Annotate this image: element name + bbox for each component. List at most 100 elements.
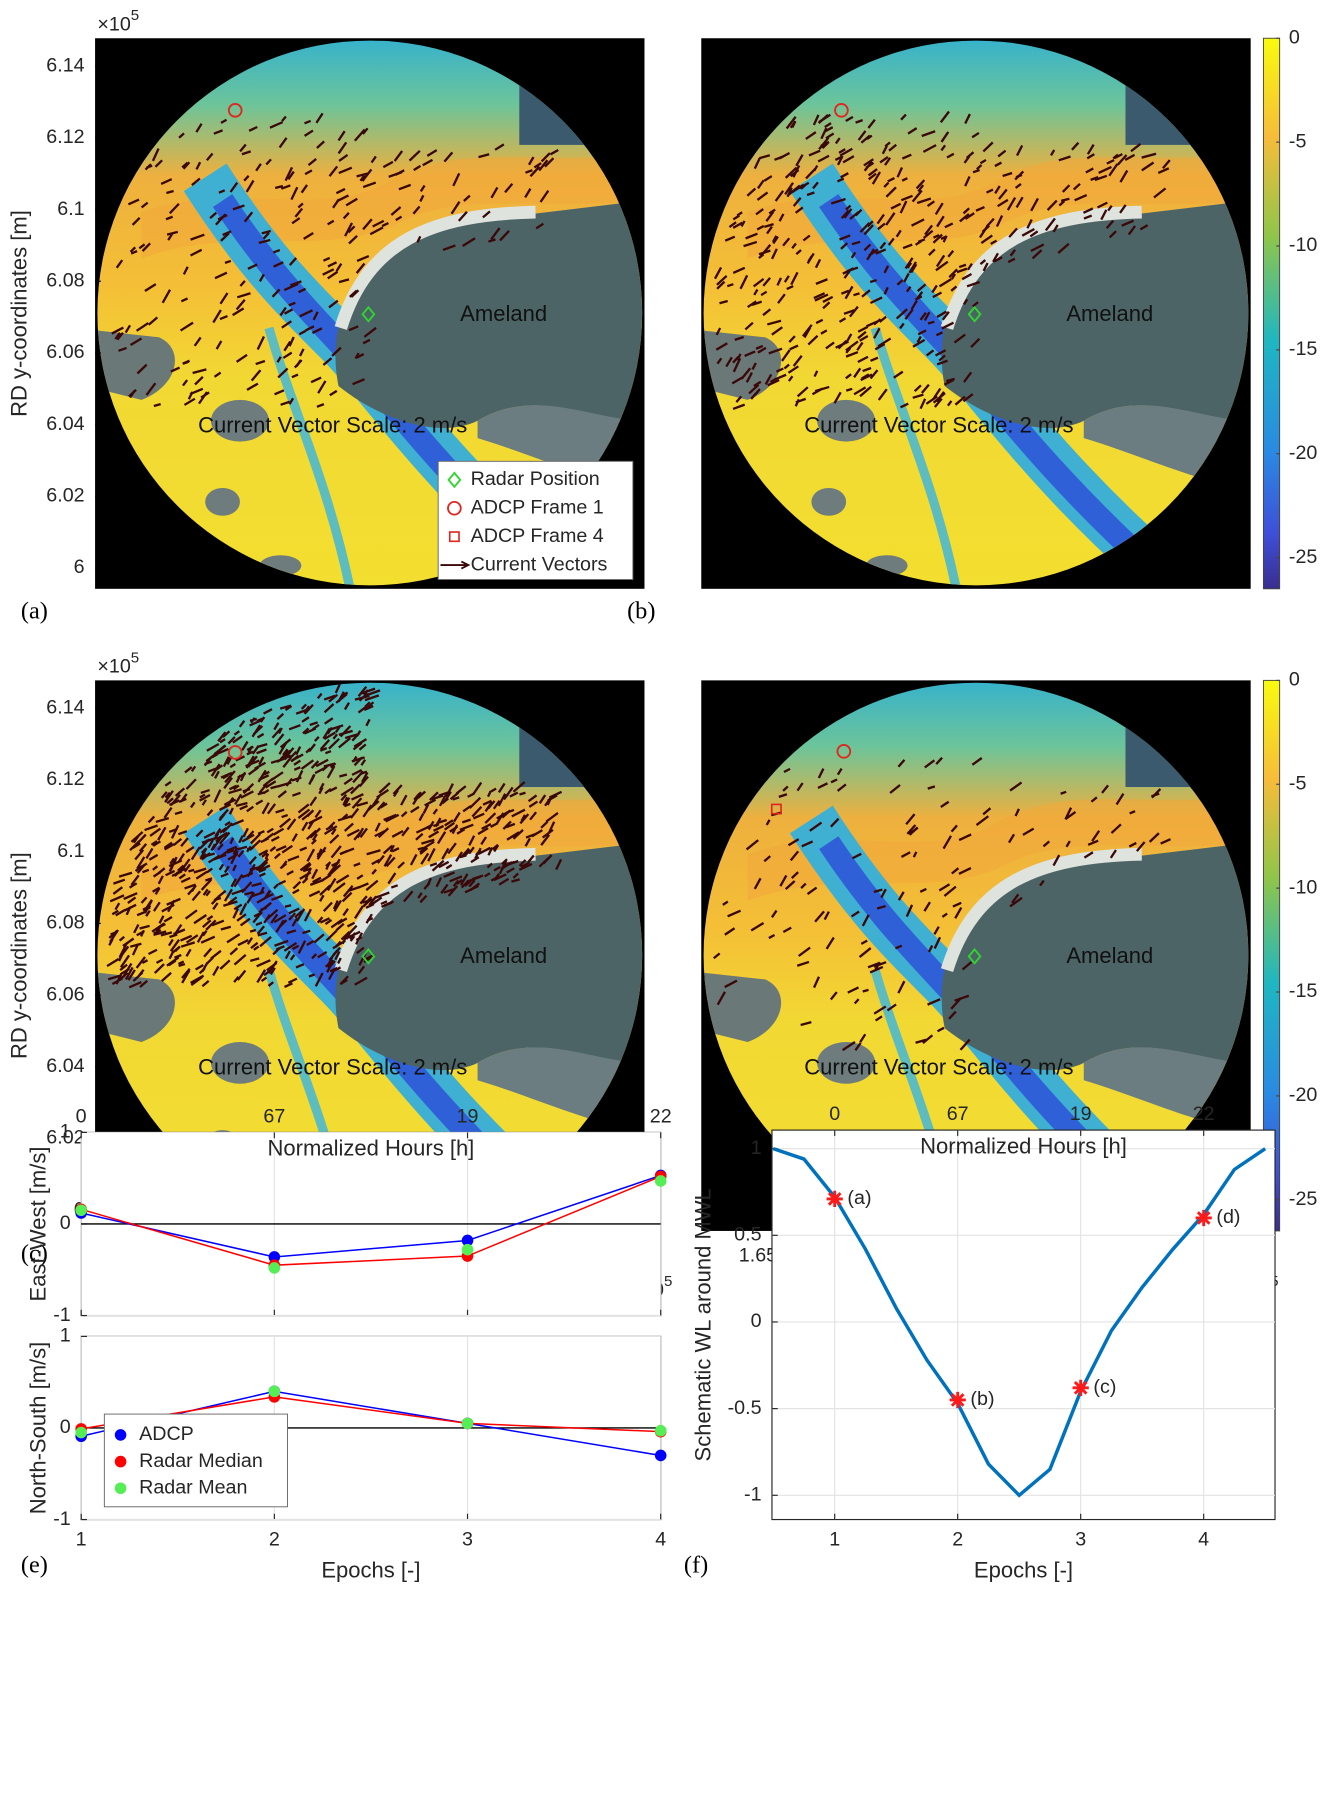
current-vector xyxy=(763,175,773,182)
current-vector xyxy=(120,971,129,980)
current-vector xyxy=(167,232,174,241)
current-vector xyxy=(490,874,501,882)
ameland-island xyxy=(335,842,643,1071)
current-vector xyxy=(180,297,189,303)
current-vector xyxy=(199,853,208,860)
current-vector xyxy=(976,164,983,171)
current-vector xyxy=(325,929,338,942)
current-vector xyxy=(455,851,464,862)
y-tick-label: 6.04 xyxy=(46,413,84,435)
current-vector xyxy=(980,234,993,244)
current-vector xyxy=(357,705,367,714)
colorbar xyxy=(1262,37,1281,590)
current-vector xyxy=(784,166,798,179)
current-vector xyxy=(758,249,771,256)
current-vector xyxy=(181,161,189,169)
current-vector xyxy=(284,950,291,960)
ameland-island xyxy=(941,200,1249,428)
current-vector xyxy=(342,908,349,917)
current-vector xyxy=(426,877,432,887)
current-vector xyxy=(868,248,879,257)
current-vector xyxy=(107,974,121,981)
current-vector xyxy=(753,388,761,397)
current-vector xyxy=(887,237,895,246)
current-vector xyxy=(982,141,994,153)
x-tick-label: 2 xyxy=(952,1529,963,1551)
current-vector xyxy=(311,868,319,880)
current-vector xyxy=(160,178,173,185)
current-vector xyxy=(265,158,272,166)
current-vector xyxy=(878,315,887,323)
current-vector xyxy=(961,961,973,971)
current-vector xyxy=(142,904,152,911)
current-vector xyxy=(923,311,931,322)
current-vector xyxy=(115,259,124,269)
current-vector xyxy=(954,395,966,406)
current-vector xyxy=(248,125,258,132)
current-vector xyxy=(788,335,796,343)
current-vector xyxy=(911,218,925,227)
current-vector xyxy=(857,325,869,333)
current-vector xyxy=(383,854,393,867)
current-vector xyxy=(136,910,147,917)
current-vector xyxy=(329,834,340,844)
current-vector xyxy=(365,903,375,909)
current-vector xyxy=(789,169,800,178)
current-vector xyxy=(917,329,927,336)
current-vector xyxy=(774,155,784,161)
current-vector xyxy=(419,194,425,202)
current-vector xyxy=(512,828,524,840)
current-vector xyxy=(233,730,241,736)
current-vector xyxy=(332,966,342,973)
current-vector xyxy=(328,299,339,309)
current-vector xyxy=(316,848,323,858)
current-vector xyxy=(906,824,917,835)
current-vector xyxy=(716,280,726,290)
current-vector xyxy=(297,202,304,209)
current-vector xyxy=(907,127,918,135)
current-vector xyxy=(833,391,842,404)
current-vector xyxy=(270,785,278,790)
current-vector xyxy=(545,811,559,823)
current-vector xyxy=(777,293,786,304)
current-vector xyxy=(946,400,953,407)
current-vector xyxy=(529,165,541,178)
current-vector xyxy=(174,953,182,959)
current-vector xyxy=(365,896,373,903)
current-vector xyxy=(119,963,128,972)
current-vector xyxy=(431,859,445,872)
current-vector xyxy=(339,849,349,856)
y-tick-label: 6.1 xyxy=(57,198,84,220)
current-vector xyxy=(291,776,302,782)
current-vector xyxy=(376,801,386,811)
current-vector xyxy=(234,793,243,806)
current-vector xyxy=(527,794,538,803)
y-tick-label: 6.06 xyxy=(46,341,84,363)
current-vector xyxy=(994,161,1003,168)
current-vector xyxy=(1071,141,1080,151)
current-vector xyxy=(512,872,519,879)
current-vector xyxy=(306,848,316,862)
current-vector xyxy=(309,879,324,886)
current-vector xyxy=(935,391,945,403)
current-vector xyxy=(851,852,862,860)
current-vector xyxy=(306,829,317,841)
current-vector xyxy=(853,386,867,396)
current-vector xyxy=(350,289,360,298)
current-vector xyxy=(429,862,438,867)
current-vector xyxy=(940,800,950,808)
current-vector xyxy=(549,148,559,156)
current-vector xyxy=(869,965,884,974)
current-vector xyxy=(314,972,324,987)
current-vector xyxy=(927,785,936,790)
current-vector xyxy=(1135,841,1146,852)
current-vector xyxy=(501,858,508,865)
current-vector xyxy=(272,248,281,254)
current-vector xyxy=(845,350,859,358)
current-vector xyxy=(150,840,158,846)
current-vector xyxy=(145,382,157,396)
current-vector xyxy=(272,827,285,836)
current-vector xyxy=(511,808,526,818)
y-tick-label: 6.14 xyxy=(46,54,84,76)
current-vector xyxy=(261,229,272,235)
